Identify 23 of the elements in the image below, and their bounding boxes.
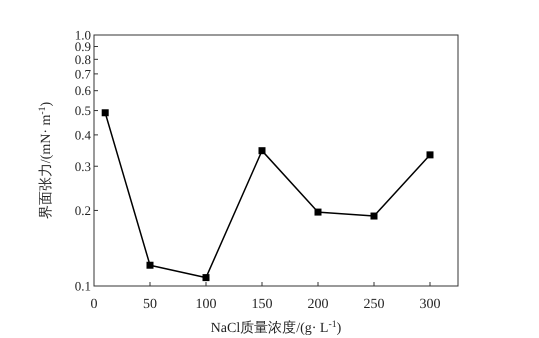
point — [426, 151, 434, 158]
y-tick-label: 0.4 — [74, 127, 92, 142]
y-tick-label: 0.7 — [74, 66, 92, 82]
y-tick-label: 0.3 — [74, 158, 91, 174]
x-tick-label: 50 — [143, 297, 157, 312]
x-tick-label: 100 — [196, 297, 216, 312]
x-tick-label: 300 — [420, 297, 440, 312]
x-tick-label: 200 — [308, 297, 328, 312]
point — [370, 212, 378, 220]
point — [146, 262, 154, 269]
point — [202, 274, 210, 282]
x-tick-label: 150 — [252, 297, 272, 312]
y-tick-label: 0.8 — [74, 52, 91, 67]
y-tick-label: 0.1 — [74, 278, 91, 294]
x-tick-label: 0 — [90, 297, 98, 312]
point — [258, 147, 266, 154]
point — [314, 208, 322, 216]
y-tick-label: 0.6 — [74, 83, 92, 98]
point — [102, 109, 109, 116]
x-tick-label: 250 — [364, 297, 384, 312]
y-tick-label: 0.2 — [74, 202, 91, 218]
x-axis-title: NaCl质量浓度/(g· L$^{-1}$) — [210, 318, 342, 336]
y-tick-label: 0.5 — [74, 103, 91, 118]
